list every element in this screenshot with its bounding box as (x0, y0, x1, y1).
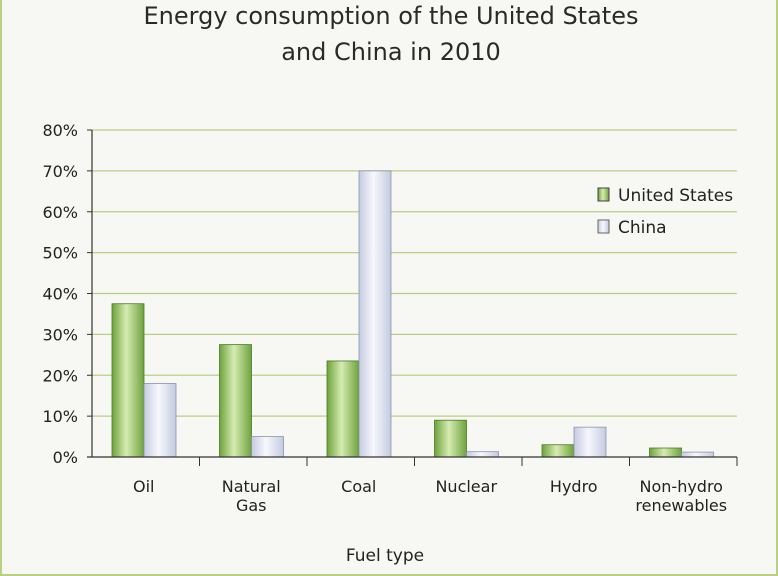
legend-label-china: China (618, 218, 667, 238)
gridlines (92, 129, 737, 417)
chart-title-line-2: and China in 2010 (281, 38, 501, 66)
x-tick-label-non-hydro-renewables: Non-hydro renewables (635, 477, 727, 515)
x-tick-label-coal: Coal (341, 477, 376, 496)
bar-china-nuclear (466, 451, 499, 458)
x-tick-label-oil: Oil (133, 477, 154, 496)
y-tick-label: 80% (42, 121, 78, 140)
y-tick-label: 0% (53, 448, 78, 467)
x-tick-label-natural-gas: Natural Gas (222, 477, 281, 515)
y-tick-label: 20% (42, 366, 78, 385)
axes (87, 130, 738, 466)
bar-china-oil (143, 383, 177, 458)
bar-united-states-oil (111, 303, 145, 458)
bar-united-states-nuclear (434, 419, 467, 458)
legend: United States China (597, 186, 733, 238)
y-tick-label: 50% (42, 244, 78, 263)
bar-united-states-natural-gas (219, 344, 252, 458)
x-tick-label-nuclear: Nuclear (435, 477, 497, 496)
bar-china-non-hydro-renewables (681, 451, 714, 458)
legend-swatch-china (597, 219, 610, 234)
bar-united-states-hydro (541, 444, 575, 458)
bar-china-hydro (573, 426, 607, 458)
y-tick-label: 40% (42, 285, 78, 304)
x-tick-label-hydro: Hydro (550, 477, 598, 496)
legend-label-united-states: United States (618, 186, 733, 206)
x-axis-label: Fuel type (346, 546, 424, 566)
bar-united-states-non-hydro-renewables (649, 447, 682, 458)
chart-title-line-1: Energy consumption of the United States (144, 2, 639, 30)
y-tick-label: 70% (42, 162, 78, 181)
y-tick-label: 60% (42, 203, 78, 222)
y-tick-label: 30% (42, 325, 78, 344)
y-axis-ticks: 0% 10% 20% 30% 40% 50% 60% 70% 80% (42, 121, 92, 467)
bar-united-states-coal (326, 360, 360, 458)
bars (111, 170, 714, 458)
bar-china-natural-gas (251, 436, 284, 458)
x-axis-categories: Oil Natural Gas Coal Nuclear Hydro Non-hydro re… (133, 477, 727, 515)
legend-swatch-united-states (597, 187, 610, 202)
y-tick-label: 10% (42, 407, 78, 426)
bar-china-coal (358, 170, 392, 458)
